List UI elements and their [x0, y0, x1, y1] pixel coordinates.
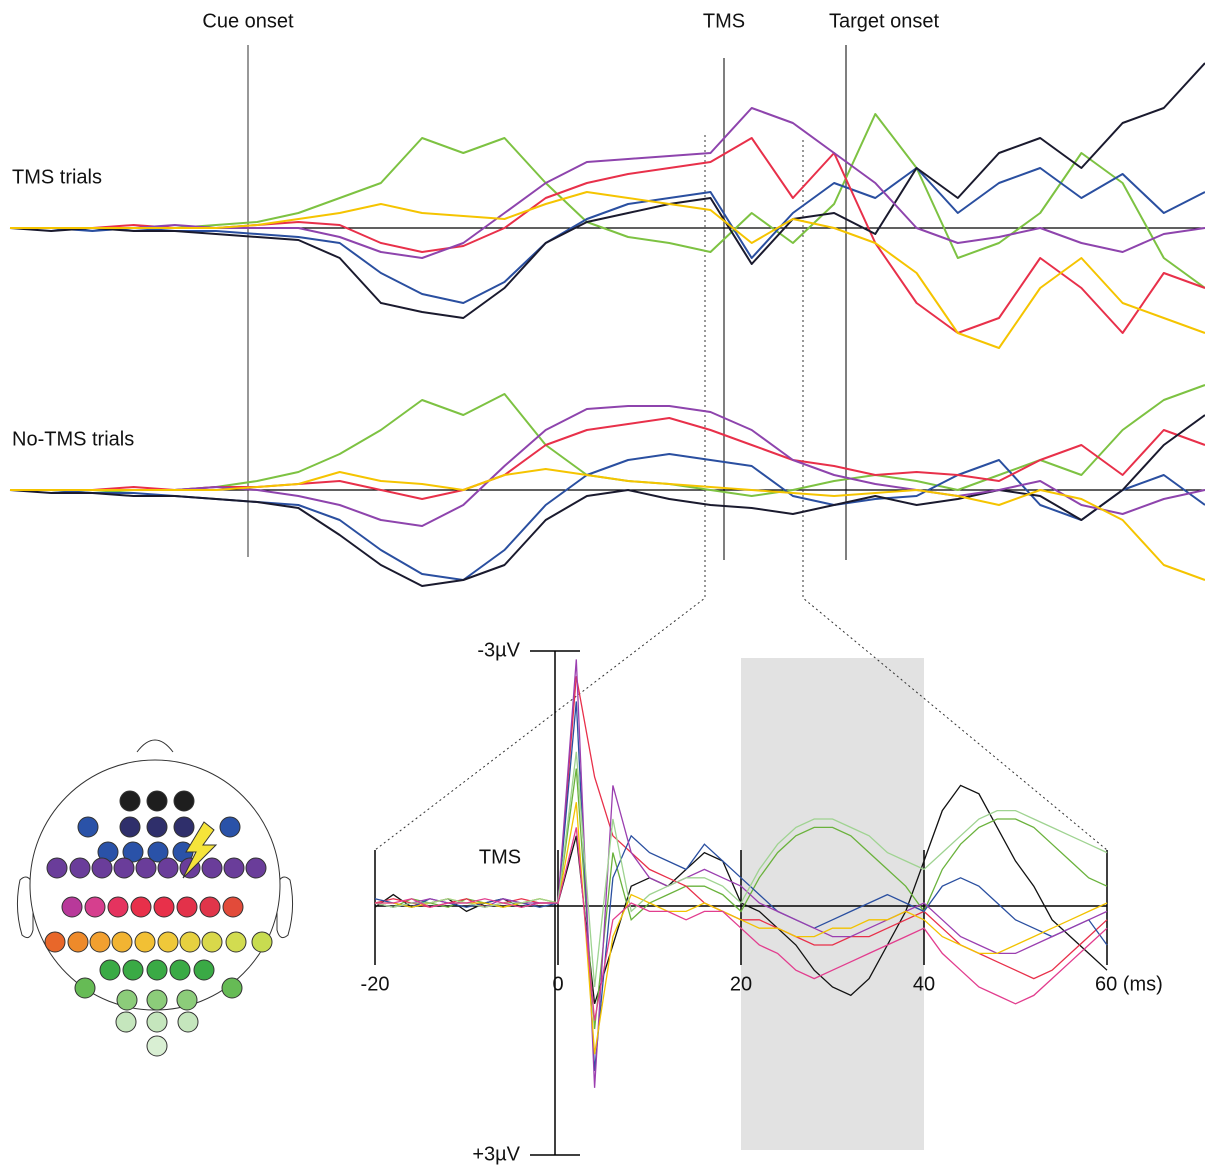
panel-title: TMS trials — [12, 166, 102, 188]
electrode — [180, 932, 200, 952]
electrode — [147, 1036, 167, 1056]
electrode — [226, 932, 246, 952]
electrode — [85, 897, 105, 917]
electrode — [92, 858, 112, 878]
electrode — [200, 897, 220, 917]
electrode — [114, 858, 134, 878]
electrode — [252, 932, 272, 952]
x-tick-label: 20 — [730, 973, 752, 995]
electrode — [224, 858, 244, 878]
electrode — [108, 897, 128, 917]
event-label: Cue onset — [202, 10, 294, 32]
electrode — [120, 817, 140, 837]
electrode — [78, 817, 98, 837]
electrode — [68, 932, 88, 952]
electrode — [147, 1012, 167, 1032]
electrode — [222, 978, 242, 998]
electrode — [177, 990, 197, 1010]
x-tick-label: 40 — [913, 973, 935, 995]
electrode — [154, 897, 174, 917]
electrode — [135, 932, 155, 952]
electrode — [112, 932, 132, 952]
y-tick-label: +3µV — [472, 1143, 520, 1165]
electrode — [120, 791, 140, 811]
electrode — [147, 817, 167, 837]
trace — [10, 418, 1205, 499]
event-label: TMS — [703, 10, 745, 32]
electrode — [116, 1012, 136, 1032]
electrode — [100, 960, 120, 980]
electrode — [158, 932, 178, 952]
annotation: TMS — [479, 846, 521, 868]
electrode — [194, 960, 214, 980]
trace — [10, 385, 1205, 496]
y-tick-label: -3µV — [477, 639, 520, 661]
electrode — [202, 932, 222, 952]
x-tick-label: 0 — [552, 973, 563, 995]
electrode — [220, 817, 240, 837]
electrode — [246, 858, 266, 878]
electrode — [117, 990, 137, 1010]
trace — [10, 114, 1205, 288]
trace — [10, 469, 1205, 580]
zoom-connector — [375, 135, 705, 850]
trace — [10, 108, 1205, 258]
electrode — [147, 791, 167, 811]
electrode — [178, 1012, 198, 1032]
trace — [10, 454, 1205, 580]
electrode — [123, 960, 143, 980]
electrode — [131, 897, 151, 917]
electrode — [158, 858, 178, 878]
electrode — [147, 960, 167, 980]
x-tick-label: -20 — [361, 973, 390, 995]
electrode — [62, 897, 82, 917]
electrode — [147, 990, 167, 1010]
electrode — [223, 897, 243, 917]
electrode — [75, 978, 95, 998]
electrode — [47, 858, 67, 878]
x-tick-label: 60 (ms) — [1095, 973, 1163, 995]
nose — [137, 740, 173, 752]
electrode — [174, 791, 194, 811]
trace — [10, 168, 1205, 303]
panel-title: No-TMS trials — [12, 428, 134, 450]
electrode — [70, 858, 90, 878]
electrode — [136, 858, 156, 878]
trace — [10, 138, 1205, 333]
event-label: Target onset — [829, 10, 940, 32]
electrode — [177, 897, 197, 917]
electrode — [202, 858, 222, 878]
electrode — [45, 932, 65, 952]
electrode — [174, 817, 194, 837]
trace — [10, 415, 1205, 586]
trace — [10, 192, 1205, 348]
electrode — [90, 932, 110, 952]
figure: Cue onset TMS Target onset TMS trials No… — [0, 0, 1205, 1174]
shaded-region — [741, 658, 924, 1150]
electrode — [170, 960, 190, 980]
